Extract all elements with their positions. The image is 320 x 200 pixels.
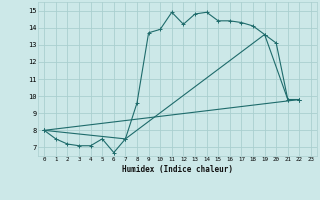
X-axis label: Humidex (Indice chaleur): Humidex (Indice chaleur): [122, 165, 233, 174]
